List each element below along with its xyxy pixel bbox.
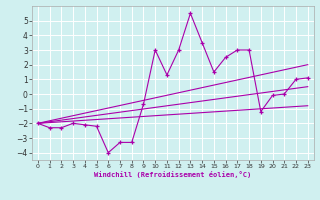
X-axis label: Windchill (Refroidissement éolien,°C): Windchill (Refroidissement éolien,°C) — [94, 171, 252, 178]
